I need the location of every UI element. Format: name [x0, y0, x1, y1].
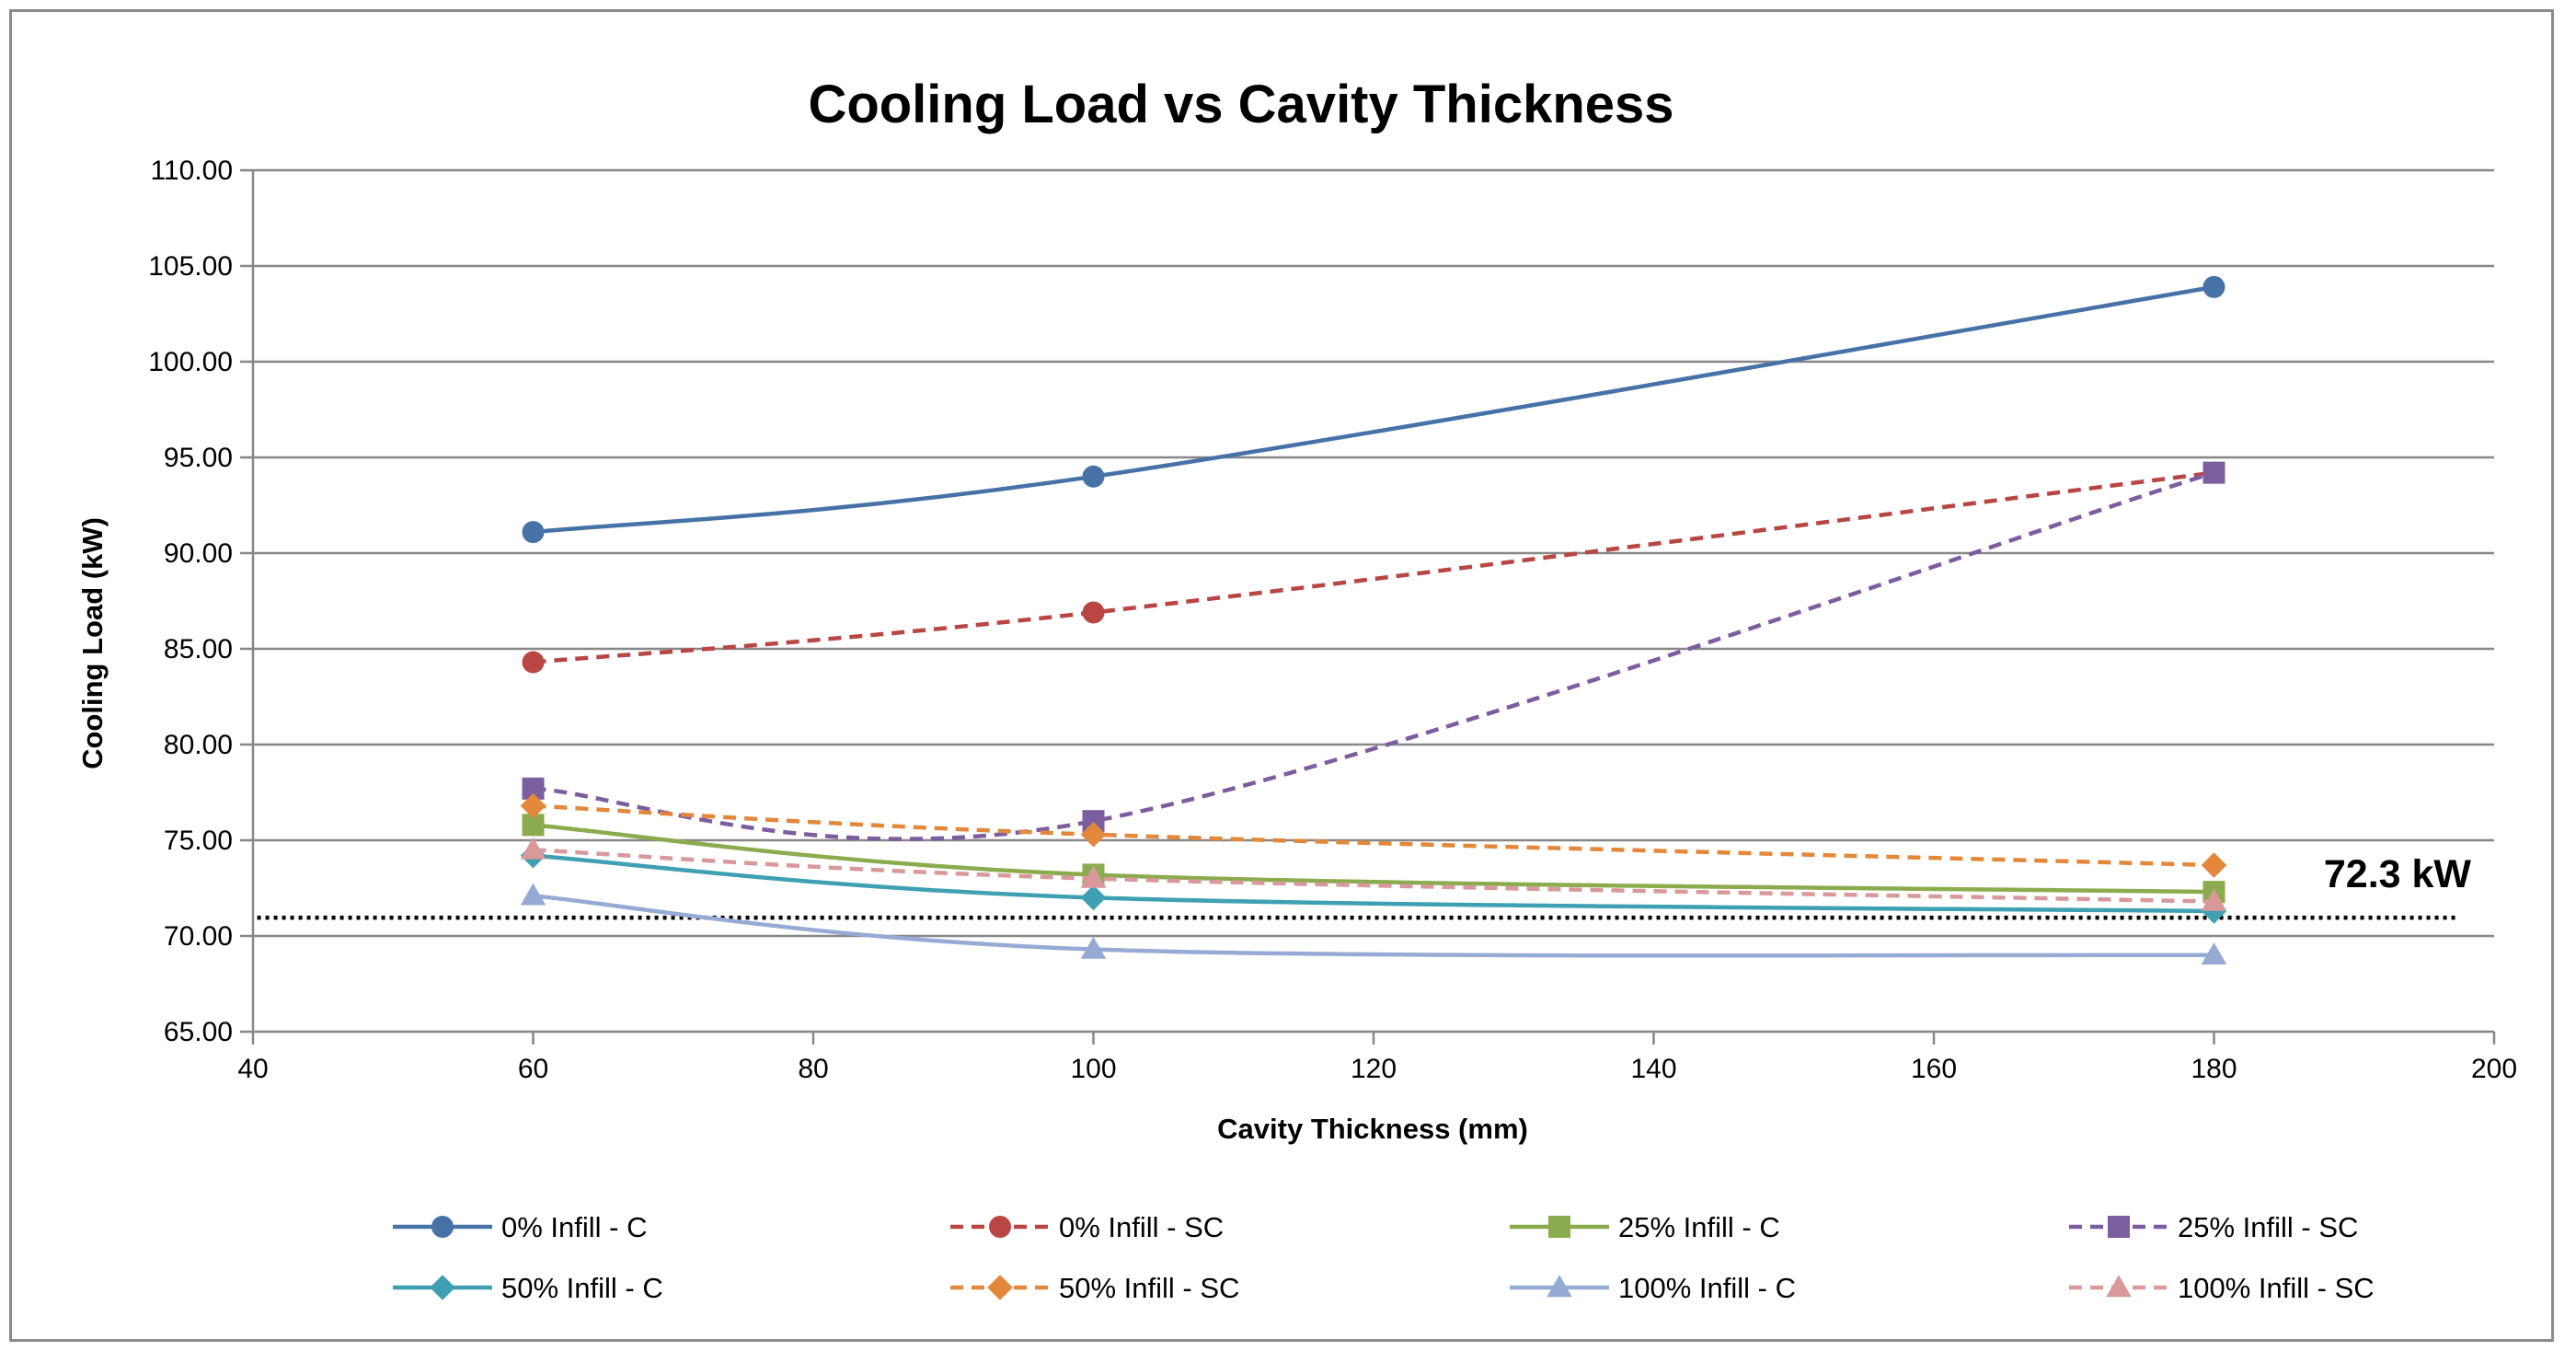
- y-tick-labels: 65.00 70.00 75.00 80.00 85.00 90.00 95.00 100.0…: [148, 156, 233, 1047]
- line-chart: Cooling Load vs Cavity Thickness 65.00 70…: [76, 75, 2517, 1304]
- series-line: [533, 848, 2214, 904]
- data-point: [520, 883, 546, 906]
- legend-item: 0% Infill - SC: [950, 1211, 1224, 1243]
- legend-label: 0% Infill - SC: [1059, 1211, 1224, 1243]
- x-tick-labels: 40 60 80 100 120 140 160 180 200: [237, 1054, 2517, 1084]
- x-axis-title: Cavity Thickness (mm): [1217, 1113, 1528, 1145]
- y-tick-label: 90.00: [164, 538, 233, 569]
- chart-frame: Cooling Load vs Cavity Thickness 65.00 70…: [9, 9, 2554, 1342]
- legend-item: 25% Infill - SC: [2069, 1211, 2358, 1243]
- data-point: [520, 792, 546, 819]
- x-tick-label: 100: [1070, 1054, 1116, 1084]
- x-tick-label: 40: [237, 1054, 268, 1084]
- y-axis-title: Cooling Load (kW): [76, 517, 109, 769]
- series-line: [533, 853, 2214, 914]
- x-tick-label: 80: [798, 1054, 828, 1084]
- series-line: [533, 894, 2214, 958]
- series-1: [522, 461, 2225, 674]
- data-point: [2201, 888, 2227, 911]
- series-2: [522, 814, 2225, 904]
- x-tick-label: 60: [518, 1054, 548, 1084]
- legend-item: 100% Infill - SC: [2069, 1272, 2375, 1304]
- legend-label: 50% Infill - SC: [1059, 1272, 1239, 1304]
- data-point: [1080, 884, 1107, 911]
- reference-line-label: 72.3 kW: [2324, 852, 2472, 896]
- data-point: [2202, 275, 2225, 298]
- legend-item: 0% Infill - C: [393, 1211, 647, 1243]
- y-tick-label: 80.00: [164, 730, 233, 760]
- grid-lines: [253, 168, 2494, 938]
- data-point: [1080, 821, 1107, 848]
- data-point: [2202, 461, 2225, 484]
- y-tick-label: 100.00: [148, 347, 233, 377]
- legend-item: 100% Infill - C: [1510, 1272, 1796, 1304]
- y-tick-label: 75.00: [164, 826, 233, 856]
- series-6: [520, 883, 2227, 964]
- legend-marker: [1548, 1216, 1570, 1238]
- legend-marker: [989, 1216, 1011, 1238]
- series-line: [533, 284, 2214, 535]
- x-tick-label: 140: [1630, 1054, 1676, 1084]
- legend-marker: [431, 1216, 454, 1238]
- y-tick-label: 65.00: [164, 1017, 233, 1047]
- legend-label: 100% Infill - C: [1618, 1272, 1796, 1304]
- legend-label: 0% Infill - C: [501, 1211, 647, 1243]
- y-tick-label: 105.00: [148, 251, 233, 282]
- legend-marker: [2106, 1275, 2132, 1298]
- data-point: [520, 837, 546, 860]
- data-point: [1082, 601, 1105, 624]
- y-tick-label: 110.00: [150, 156, 233, 186]
- series-0: [522, 275, 2225, 544]
- legend-marker: [2108, 1216, 2130, 1238]
- series-5: [520, 792, 2227, 878]
- x-tick-label: 200: [2471, 1054, 2517, 1084]
- legend-marker: [987, 1275, 1013, 1300]
- legend: 0% Infill - C 0% Infill - SC 25% Infill - …: [393, 1211, 2375, 1304]
- x-tick-label: 160: [1911, 1054, 1957, 1084]
- data-point: [1080, 936, 1107, 959]
- axes: [240, 168, 2496, 1045]
- x-tick-label: 120: [1351, 1054, 1397, 1084]
- series-line: [533, 470, 2214, 664]
- legend-label: 25% Infill - C: [1618, 1211, 1780, 1243]
- legend-marker: [1547, 1275, 1572, 1298]
- x-tick-label: 180: [2191, 1054, 2237, 1084]
- y-tick-label: 70.00: [164, 921, 233, 952]
- legend-label: 100% Infill - SC: [2178, 1272, 2375, 1304]
- data-point: [1080, 865, 1107, 888]
- legend-label: 50% Infill - C: [501, 1272, 663, 1304]
- series-line: [533, 823, 2214, 895]
- data-point: [1082, 465, 1105, 488]
- data-point: [522, 651, 545, 674]
- legend-item: 25% Infill - C: [1510, 1211, 1780, 1243]
- series-line: [533, 803, 2214, 868]
- y-tick-label: 85.00: [164, 634, 233, 664]
- data-series: [520, 275, 2227, 964]
- legend-item: 50% Infill - C: [393, 1272, 663, 1304]
- series-line: [533, 470, 2215, 841]
- series-3: [522, 461, 2225, 841]
- data-point: [522, 521, 545, 544]
- y-tick-label: 95.00: [164, 443, 233, 473]
- data-point: [2201, 852, 2227, 878]
- legend-label: 25% Infill - SC: [2178, 1211, 2358, 1243]
- series-7: [520, 837, 2227, 911]
- data-point: [2201, 942, 2227, 964]
- legend-item: 50% Infill - SC: [950, 1272, 1239, 1304]
- legend-marker: [430, 1275, 455, 1300]
- chart-title: Cooling Load vs Cavity Thickness: [808, 75, 1673, 134]
